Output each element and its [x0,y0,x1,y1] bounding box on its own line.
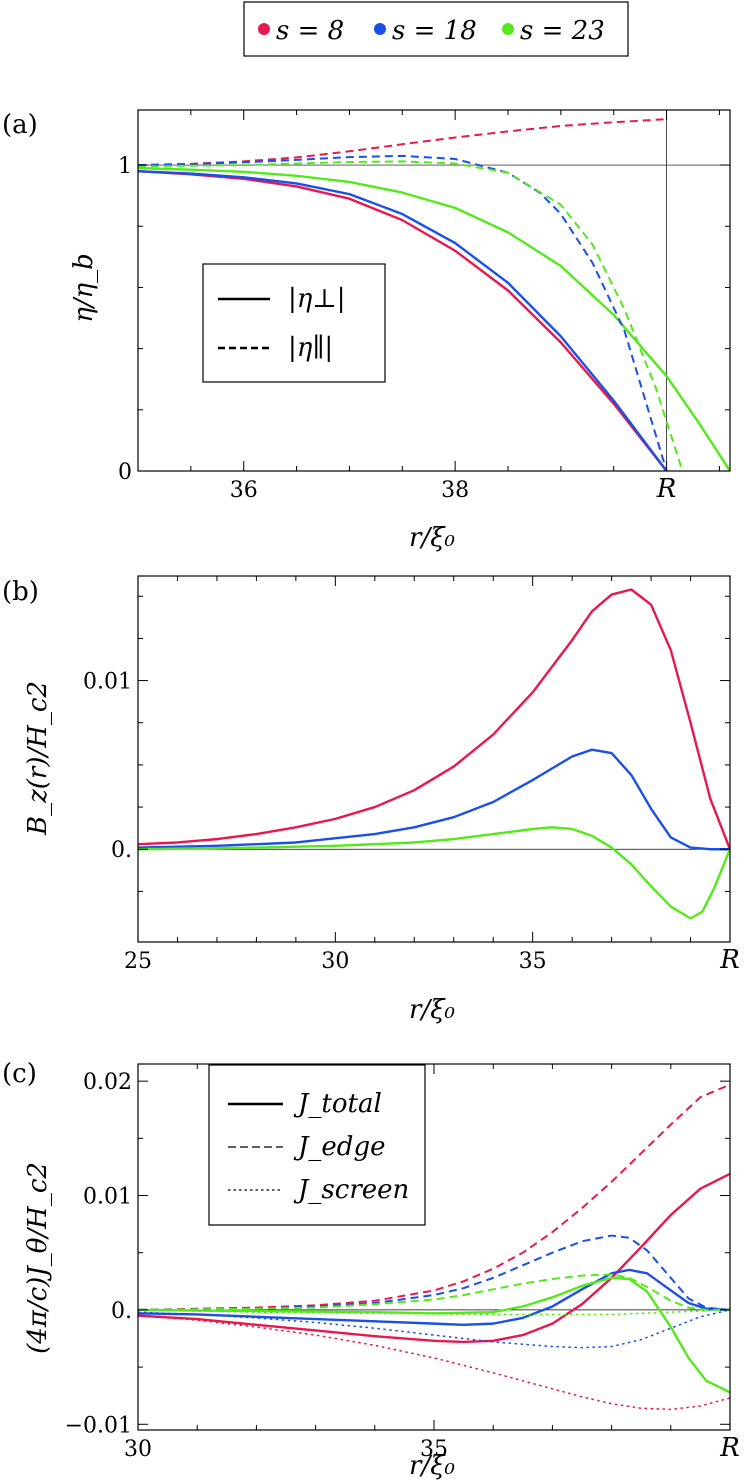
legend-label-s8: s = 8 [276,16,344,46]
panel-b-x-tick-label: 30 [321,949,349,974]
panel-c-x-tick-label: R [719,1433,740,1463]
panel-b-y-tick-label: 0. [111,838,132,863]
panel-c: (c) (4π/c)J_θ/H_c2 r/ξ₀ 30 35 R −0.01 0. 0.01… [2,1059,740,1481]
panel-a-series-s-23- [138,160,684,471]
panel-a-series-s-8- [138,169,668,471]
panel-a-xlabel: r/ξ₀ [409,523,456,553]
legend-label-s23: s = 23 [520,16,605,46]
legend-label-eta-par: |η∥| [288,333,333,363]
legend-marker-s8 [258,23,270,35]
panel-a-series-s-23- [138,166,730,471]
panel-a-legend-box [202,263,386,383]
panel-c-y-tick-label: 0.01 [83,1185,132,1210]
panel-c-series-s-23-j-total [138,1276,730,1394]
panel-b-series-s-23 [138,826,730,920]
legend-label-j-total: J_total [293,1089,382,1119]
panel-a-y-tick-label: 0 [118,460,132,485]
series-legend: s = 8 s = 18 s = 23 [243,1,629,57]
legend-label-eta-perp: |η⊥| [288,284,346,314]
panel-c-series-s-18-j-edge [138,1234,730,1311]
panel-a: (a) η/η_b r/ξ₀ 36 38 R 0 1 |η⊥| |η∥| [2,109,731,553]
panel-b-label: (b) [2,577,39,607]
panel-c-y-tick-label: 0.02 [83,1070,132,1095]
legend-marker-s23 [502,23,514,35]
panel-a-y-tick-label: 1 [118,154,132,179]
panel-c-series-s-18-j-screen [138,1309,730,1349]
panel-b-y-tick-label: 0.01 [83,670,132,695]
panel-a-ylabel: η/η_b [69,253,99,323]
panel-b: (b) B_z(r)/H_c2 r/ξ₀ 25 30 35 R 0. 0.01 [2,575,740,1025]
panel-a-series-s-8- [138,118,667,167]
panel-c-ylabel: (4π/c)J_θ/H_c2 [23,1162,53,1354]
panel-a-x-tick-label: 38 [441,478,469,503]
panel-c-xlabel: r/ξ₀ [409,1451,456,1481]
panel-c-legend-box [208,1064,426,1226]
panel-c-series-s-18-j-total [138,1268,730,1326]
panel-c-series-s-23-j-edge [138,1273,730,1311]
panel-b-ylabel: B_z(r)/H_c2 [23,681,53,836]
panel-c-series-s-8-j-total [138,1172,730,1344]
panel-c-x-tick-label: 30 [124,1437,152,1462]
panel-a-series-s-18- [138,169,668,471]
panel-c-y-tick-label: 0. [111,1299,132,1324]
panel-c-label: (c) [2,1059,37,1089]
panel-b-frame [137,575,731,943]
panel-b-series-s-8 [138,588,730,850]
panel-a-label: (a) [2,110,38,140]
legend-label-j-screen: J_screen [293,1175,409,1205]
panel-a-x-tick-label: R [656,474,677,504]
panel-a-series-s-18- [138,154,668,471]
panel-c-series-s-8-j-screen [138,1314,730,1411]
panel-b-series-s-18 [138,748,730,851]
panel-b-x-tick-label: 35 [519,949,547,974]
panel-a-legend: |η⊥| |η∥| [202,263,386,383]
panel-c-legend: J_total J_edge J_screen [208,1064,426,1226]
panel-a-x-tick-label: 36 [230,478,258,503]
legend-marker-s18 [374,23,386,35]
panel-c-x-tick-label: 35 [420,1437,448,1462]
panel-c-series-s-8-j-edge [138,1083,730,1311]
panel-b-xlabel: r/ξ₀ [409,995,456,1025]
panel-a-frame [137,109,731,472]
panel-b-x-tick-label: 25 [124,949,152,974]
series-legend-box [243,1,629,57]
panel-b-x-tick-label: R [719,945,740,975]
legend-label-s18: s = 18 [392,16,477,46]
panel-c-y-tick-label: −0.01 [65,1413,132,1438]
legend-label-j-edge: J_edge [293,1132,385,1162]
panel-c-series-s-23-j-screen [138,1309,730,1316]
